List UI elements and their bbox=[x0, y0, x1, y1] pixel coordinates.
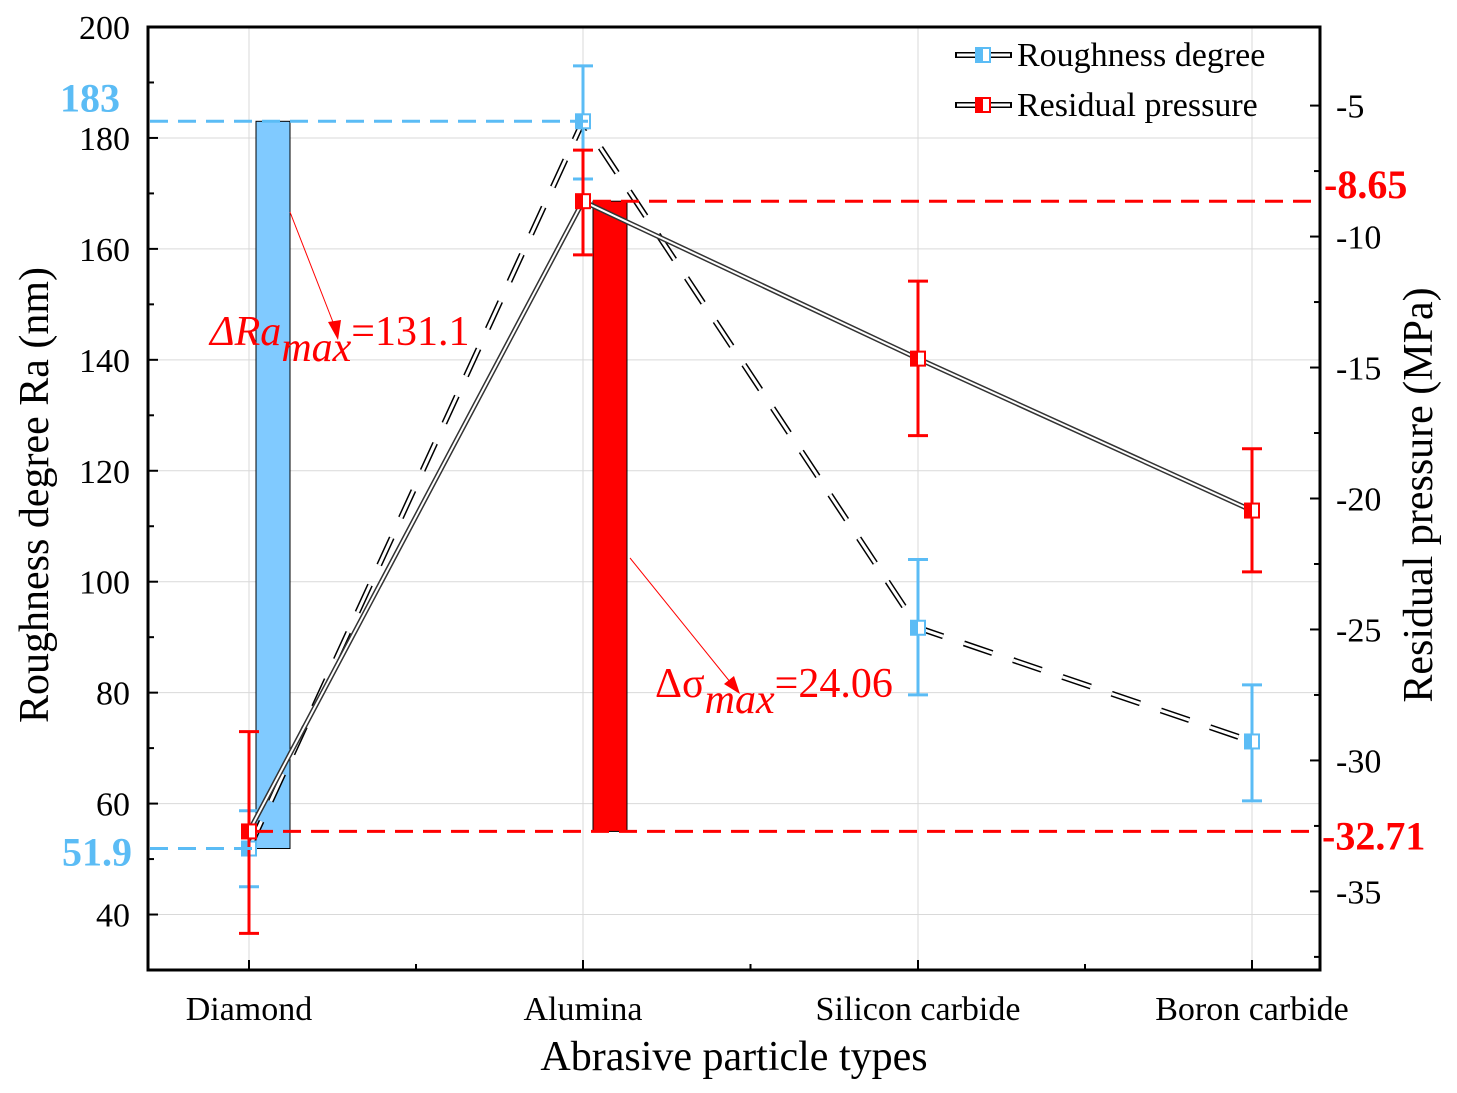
residual-line-inner bbox=[248, 199, 1253, 832]
x-axis-label: Abrasive particle types bbox=[540, 1034, 927, 1080]
range-bar-alumina bbox=[592, 200, 628, 832]
y-tick-label: 200 bbox=[79, 10, 130, 47]
ref-label-left-max: 183 bbox=[60, 75, 120, 120]
x-tick-label: Boron carbide bbox=[1155, 991, 1349, 1028]
grid bbox=[148, 27, 1320, 970]
y2-tick-label: -25 bbox=[1336, 612, 1381, 649]
plot-frame bbox=[146, 25, 1322, 972]
annotation-delta-sigma: Δσmax=24.06 bbox=[655, 661, 893, 723]
y2-axis-label: Residual pressure (MPa) bbox=[1396, 287, 1442, 702]
roughness-line bbox=[246, 115, 1253, 850]
y-tick-label: 60 bbox=[96, 787, 130, 824]
ref-label-left-min: 51.9 bbox=[62, 830, 132, 875]
data-point-fill bbox=[1245, 734, 1252, 749]
ref-label-right-max: -8.65 bbox=[1324, 162, 1407, 207]
legend-marker-fill bbox=[976, 98, 983, 112]
annotation-value: =131.1 bbox=[351, 309, 469, 355]
y-tick-label: 80 bbox=[96, 676, 130, 713]
annotation-arrow-sigma bbox=[629, 557, 736, 689]
legend-label: Residual pressure bbox=[1017, 87, 1258, 124]
x-tick-label: Diamond bbox=[186, 991, 313, 1028]
legend: Roughness degree Residual pressure bbox=[955, 37, 1265, 124]
y2-tick-label: -20 bbox=[1336, 482, 1381, 519]
data-point-fill bbox=[1245, 503, 1252, 518]
ref-label-right-min: -32.71 bbox=[1322, 813, 1425, 858]
y-axis-label: Roughness degree Ra (nm) bbox=[12, 267, 58, 723]
y-tick-label: 40 bbox=[96, 898, 130, 935]
legend-marker-fill bbox=[976, 48, 983, 62]
reference-lines: 183 51.9 -8.65 -32.71 bbox=[60, 75, 1425, 874]
annotation-subscript: max bbox=[705, 677, 775, 723]
data-point-fill bbox=[911, 351, 918, 366]
y2-tick-label: -10 bbox=[1336, 220, 1381, 257]
x-tick-label: Silicon carbide bbox=[816, 991, 1021, 1028]
annotation-delta-ra: ΔRamax=131.1 bbox=[208, 309, 469, 371]
annotation-value: =24.06 bbox=[775, 661, 893, 707]
data-point-fill bbox=[576, 194, 583, 209]
series-residual-pressure bbox=[239, 148, 1262, 935]
x-tick-label: Alumina bbox=[524, 991, 643, 1028]
annotation-arrow-ra bbox=[289, 211, 339, 336]
series-roughness bbox=[239, 64, 1262, 889]
y-tick-label: 180 bbox=[79, 121, 130, 158]
annotation-symbol: ΔRa bbox=[208, 309, 281, 355]
y-tick-label: 120 bbox=[79, 454, 130, 491]
legend-label: Roughness degree bbox=[1017, 37, 1265, 74]
arrow-head bbox=[724, 676, 740, 694]
y2-tick-label: -5 bbox=[1336, 89, 1364, 126]
y-tick-label: 140 bbox=[79, 343, 130, 380]
arrow-head bbox=[328, 320, 341, 340]
y-tick-label: 100 bbox=[79, 565, 130, 602]
data-point-fill bbox=[911, 620, 918, 635]
y2-tick-label: -35 bbox=[1336, 874, 1381, 911]
roughness-line-inner bbox=[247, 118, 1253, 850]
range-bars bbox=[255, 120, 628, 850]
y-tick-label: 160 bbox=[79, 232, 130, 269]
data-point-fill bbox=[242, 824, 249, 839]
range-bar-diamond bbox=[255, 120, 291, 850]
y2-tick-label: -15 bbox=[1336, 351, 1381, 388]
y2-tick-label: -30 bbox=[1336, 743, 1381, 780]
axes: 40 60 80 100 120 140 160 180 200 -5 -10 -15 -20 -25 -3… bbox=[12, 10, 1442, 1080]
annotation-subscript: max bbox=[281, 325, 351, 371]
annotation-symbol: Δσ bbox=[655, 661, 705, 707]
